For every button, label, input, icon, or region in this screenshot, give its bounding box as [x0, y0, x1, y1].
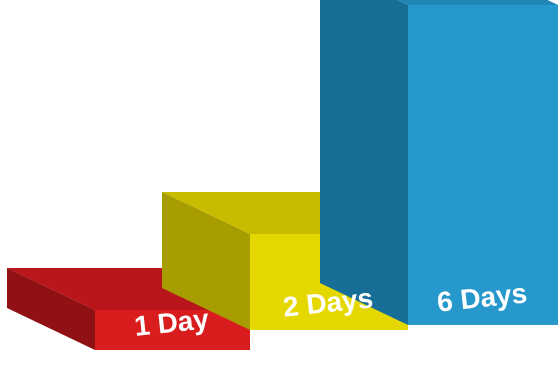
bar-3-side — [320, 0, 408, 325]
bar-3-front — [408, 5, 558, 325]
bar-3-top — [397, 0, 558, 5]
bar-3 — [320, 0, 558, 325]
bars-group — [7, 0, 558, 350]
bar-2-side — [162, 192, 250, 330]
bar-1-side — [7, 268, 95, 350]
